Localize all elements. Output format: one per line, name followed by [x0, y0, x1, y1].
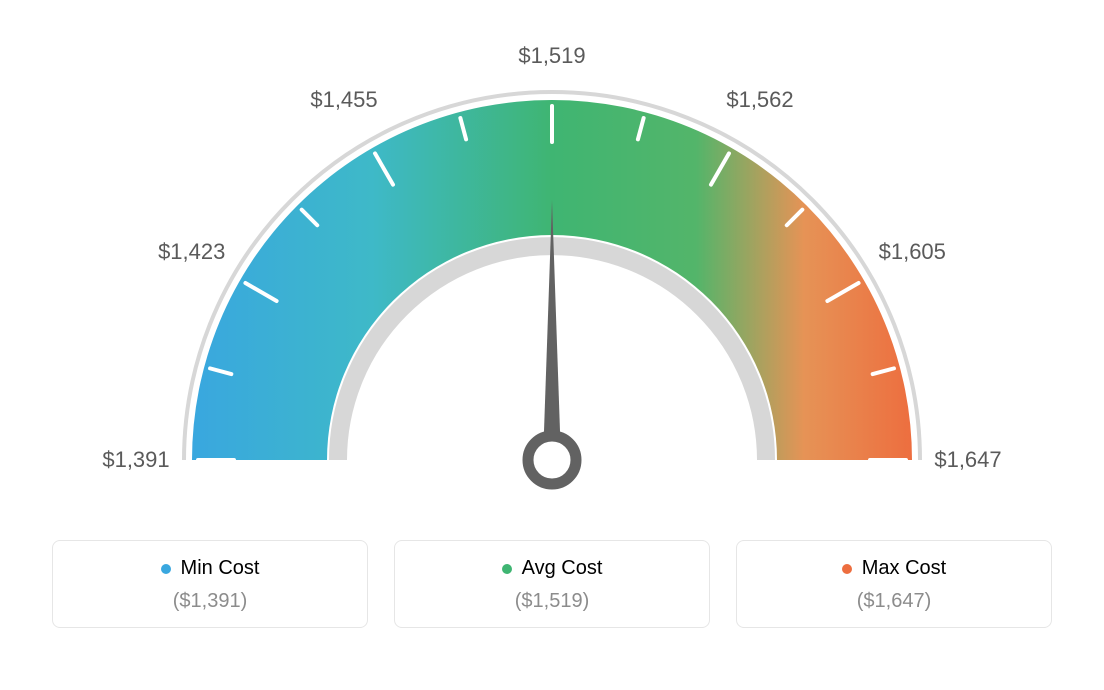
- legend-value-max: ($1,647): [737, 590, 1051, 613]
- gauge-tick-label: $1,647: [934, 447, 1001, 473]
- gauge-tick-label: $1,519: [518, 43, 585, 69]
- gauge-tick-label: $1,605: [879, 239, 946, 265]
- legend-label-min: Min Cost: [181, 557, 260, 580]
- gauge-tick-label: $1,391: [102, 447, 169, 473]
- legend-title-avg: Avg Cost: [502, 557, 603, 580]
- legend-card-max: Max Cost ($1,647): [736, 540, 1052, 628]
- legend-card-avg: Avg Cost ($1,519): [394, 540, 710, 628]
- legend-label-avg: Avg Cost: [522, 557, 603, 580]
- legend-title-min: Min Cost: [161, 557, 260, 580]
- chart-container: $1,391 $1,423 $1,455 $1,519 $1,562 $1,605 $1,6…: [0, 0, 1104, 690]
- legend-dot-min: [161, 564, 171, 574]
- legend-title-max: Max Cost: [842, 557, 946, 580]
- legend-dot-avg: [502, 564, 512, 574]
- legend-value-avg: ($1,519): [395, 590, 709, 613]
- legend-row: Min Cost ($1,391) Avg Cost ($1,519) Max …: [52, 540, 1052, 628]
- legend-dot-max: [842, 564, 852, 574]
- legend-label-max: Max Cost: [862, 557, 946, 580]
- gauge-tick-label: $1,562: [726, 87, 793, 113]
- gauge-area: $1,391 $1,423 $1,455 $1,519 $1,562 $1,605 $1,6…: [52, 0, 1052, 520]
- legend-value-min: ($1,391): [53, 590, 367, 613]
- legend-card-min: Min Cost ($1,391): [52, 540, 368, 628]
- gauge-tick-label: $1,455: [310, 87, 377, 113]
- gauge-tick-label: $1,423: [158, 239, 225, 265]
